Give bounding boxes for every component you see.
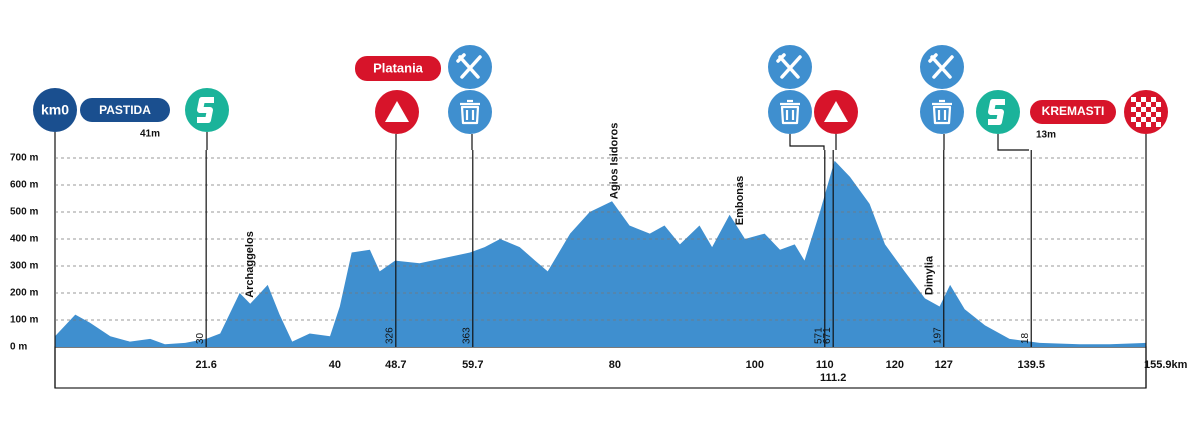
checker-cell [1141, 117, 1146, 122]
finish-pill [1030, 100, 1116, 124]
x-tick-label: 139.5 [1017, 359, 1045, 371]
x-tick-label: 48.7 [385, 359, 406, 371]
icon-glyph [460, 99, 480, 125]
x-tick-label: 120 [886, 359, 904, 371]
services [448, 45, 964, 134]
icon-glyph [456, 53, 482, 79]
finish-town: KREMASTI [1042, 104, 1105, 118]
icon-glyph [928, 53, 954, 79]
y-tick-label: 500 m [10, 207, 38, 218]
checker-cell [1146, 122, 1151, 127]
x-tick-label: 127 [935, 359, 953, 371]
trash-icon [920, 90, 964, 134]
place-name: Dimylia [924, 255, 936, 295]
connector [206, 132, 945, 150]
trash-icon [768, 90, 812, 134]
x-tick-label: 80 [609, 359, 621, 371]
trash-icon [448, 90, 492, 134]
y-tick-label: 700 m [10, 153, 38, 164]
checker-cell [1146, 102, 1151, 107]
plot [55, 160, 1146, 347]
climb-pill [355, 56, 441, 81]
food-icon [768, 45, 812, 89]
sprint-icon [976, 90, 1020, 134]
marker-elevation: 197 [932, 327, 943, 344]
x-tick-label: 59.7 [462, 359, 483, 371]
connector [789, 134, 825, 150]
y-tick-label: 300 m [10, 261, 38, 272]
checker-cell [1151, 97, 1156, 102]
checker-cell [1146, 112, 1151, 117]
checker-cell [1131, 107, 1136, 112]
x-tick-label: 100 [746, 359, 764, 371]
climb-icon [814, 90, 858, 134]
climb-name: Platania [373, 60, 424, 75]
start-pill [80, 98, 170, 122]
icon-bg [768, 90, 812, 134]
y-tick-label: 200 m [10, 288, 38, 299]
x-tick-label: 21.6 [195, 359, 216, 371]
climb-icon [375, 90, 419, 134]
x-tick-label: 111.2 [820, 372, 846, 384]
marker-elevation: 363 [461, 327, 472, 344]
icon-glyph [780, 99, 800, 125]
place-name: Archaggelos [244, 231, 256, 298]
checker-cell [1136, 102, 1141, 107]
checker-cell [1141, 107, 1146, 112]
checker-cell [1131, 97, 1136, 102]
marker-elevation: 326 [384, 327, 395, 344]
checker-cell [1136, 112, 1141, 117]
finish-altitude: 13m [1036, 130, 1056, 141]
checker-cell [1156, 122, 1161, 127]
axis-box [54, 346, 1147, 389]
y-tick-label: 400 m [10, 234, 38, 245]
y-tick-label: 600 m [10, 180, 38, 191]
icon-glyph [932, 99, 952, 125]
start-label: km0 [41, 102, 69, 118]
checker-cell [1136, 122, 1141, 127]
checker-cell [1141, 97, 1146, 102]
x-tick-label: 110 [816, 359, 834, 371]
marker-elevation: 671 [822, 327, 833, 344]
marker-elevation: 30 [195, 332, 206, 344]
checker-cell [1151, 117, 1156, 122]
checker-cell [1156, 102, 1161, 107]
y-tick-label: 100 m [10, 315, 38, 326]
place-name: Embonas [734, 176, 746, 226]
place-name: Agios Isidoros [609, 123, 621, 199]
icon-glyph [776, 53, 802, 79]
marker-elevation: 18 [1020, 332, 1031, 344]
start-altitude: 41m [140, 129, 160, 140]
start-town: PASTIDA [99, 103, 151, 117]
checker-cell [1151, 107, 1156, 112]
x-tick-label: 155.9km [1144, 359, 1188, 371]
start-icon [33, 88, 77, 132]
x-tick-label: 40 [329, 359, 341, 371]
marker-elevation: 571 [813, 327, 824, 344]
elevation-area [55, 160, 1146, 347]
sprint-icon [185, 88, 229, 132]
finish-icon [1124, 90, 1168, 134]
y-tick-label: 0 m [10, 342, 27, 353]
food-icon [448, 45, 492, 89]
checker-cell [1131, 117, 1136, 122]
icon-bg [448, 90, 492, 134]
checker-cell [1156, 112, 1161, 117]
connector [997, 134, 1029, 151]
food-icon [920, 45, 964, 89]
icon-bg [920, 90, 964, 134]
